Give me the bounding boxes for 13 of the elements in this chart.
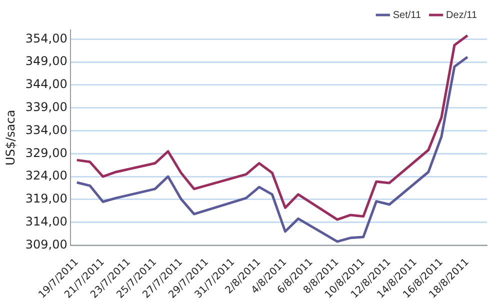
y-tick-label: 329,00 [25, 146, 68, 160]
y-tick-label: 314,00 [25, 214, 68, 228]
y-tick-label: 339,00 [25, 100, 68, 114]
y-tick-label: 334,00 [25, 122, 68, 137]
legend-label: Dez/11 [446, 10, 478, 21]
y-tick-label: 324,00 [25, 168, 68, 183]
y-tick-label: 319,00 [25, 192, 68, 206]
legend-label: Set/11 [392, 10, 422, 21]
y-tick-label: 354,00 [25, 31, 68, 46]
y-axis-title: US$/saca [3, 110, 18, 166]
y-tick-label: 344,00 [25, 77, 68, 92]
y-tick-label: 309,00 [25, 237, 68, 252]
y-tick-label: 349,00 [25, 54, 68, 68]
